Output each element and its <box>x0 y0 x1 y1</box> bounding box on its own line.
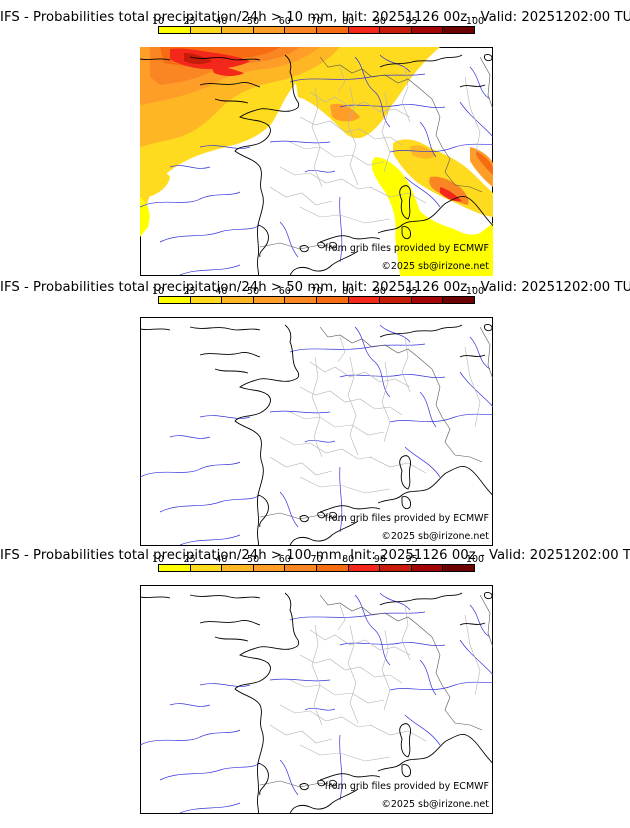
colorbar-tick-label: 100 <box>465 286 485 297</box>
colorbar-swatch <box>253 27 286 33</box>
colorbar-swatch <box>380 297 412 303</box>
panel-3: IFS - Probabilities total precipitation/… <box>0 538 630 814</box>
colorbar-swatch <box>348 565 381 571</box>
forecast-map: from grib files provided by ECMWF ©2025 … <box>140 47 493 276</box>
colorbar-swatch <box>253 565 286 571</box>
copyright-credit: ©2025 sb@irizone.net <box>381 531 489 542</box>
colorbar-tick-label: 90 <box>373 16 386 27</box>
colorbar-swatches <box>158 564 475 572</box>
colorbar-tick-label: 95 <box>405 16 418 27</box>
colorbar-tick-label: 50 <box>247 16 260 27</box>
colorbar-swatch <box>348 27 381 33</box>
colorbar-swatch <box>380 565 412 571</box>
colorbar-tick-label: 70 <box>310 16 323 27</box>
colorbar-swatch <box>285 297 317 303</box>
colorbar-swatch <box>316 297 349 303</box>
colorbar-tick-label: 25 <box>183 286 196 297</box>
colorbar-swatch <box>159 297 191 303</box>
colorbar-swatch <box>316 565 349 571</box>
colorbar-tick-label: 70 <box>310 286 323 297</box>
colorbar-swatch <box>316 27 349 33</box>
colorbar-tick-label: 70 <box>310 554 323 565</box>
colorbar-swatch <box>285 565 317 571</box>
colorbar-tick-label: 95 <box>405 286 418 297</box>
copyright-credit: ©2025 sb@irizone.net <box>381 261 489 272</box>
colorbar-tick-label: 10 <box>151 554 165 565</box>
colorbar-swatch <box>222 27 254 33</box>
colorbar-tick-label: 90 <box>373 554 386 565</box>
copyright-credit: ©2025 sb@irizone.net <box>381 799 489 810</box>
map-canvas <box>140 317 493 546</box>
colorbar-swatch <box>411 27 444 33</box>
colorbar-tick-label: 25 <box>183 16 196 27</box>
colorbar-tick-label: 40 <box>215 554 228 565</box>
colorbar-swatch <box>222 565 254 571</box>
colorbar-swatch <box>443 565 474 571</box>
source-credit: from grib files provided by ECMWF <box>324 243 489 254</box>
colorbar-tick-label: 60 <box>278 286 291 297</box>
panel-title: IFS - Probabilities total precipitation/… <box>0 280 630 295</box>
colorbar-tick-label: 60 <box>278 554 291 565</box>
colorbar-tick-label: 95 <box>405 554 418 565</box>
colorbar-swatch <box>159 565 191 571</box>
colorbar-tick-label: 90 <box>373 286 386 297</box>
colorbar-tick-label: 10 <box>151 286 165 297</box>
panel-title: IFS - Probabilities total precipitation/… <box>0 548 630 563</box>
colorbar-tick-label: 80 <box>342 16 355 27</box>
colorbar-tick-label: 100 <box>465 554 485 565</box>
colorbar-swatch <box>380 27 412 33</box>
colorbar-tick-label: 80 <box>342 286 355 297</box>
colorbar-swatch <box>285 27 317 33</box>
colorbar-tick-label: 60 <box>278 16 291 27</box>
forecast-map: from grib files provided by ECMWF ©2025 … <box>140 585 493 814</box>
colorbar-swatch <box>190 565 223 571</box>
colorbar-tick-label: 50 <box>247 286 260 297</box>
colorbar-swatch <box>411 297 444 303</box>
map-canvas <box>140 47 493 276</box>
panel-title: IFS - Probabilities total precipitation/… <box>0 10 630 25</box>
panel-1: IFS - Probabilities total precipitation/… <box>0 0 630 276</box>
colorbar-tick-label: 10 <box>151 16 165 27</box>
colorbar-swatch <box>443 27 474 33</box>
colorbar-swatches <box>158 26 475 34</box>
map-canvas <box>140 585 493 814</box>
source-credit: from grib files provided by ECMWF <box>324 513 489 524</box>
panel-2: IFS - Probabilities total precipitation/… <box>0 270 630 546</box>
colorbar-swatch <box>190 297 223 303</box>
colorbar-swatch <box>222 297 254 303</box>
colorbar-swatch <box>159 27 191 33</box>
colorbar-swatches <box>158 296 475 304</box>
source-credit: from grib files provided by ECMWF <box>324 781 489 792</box>
colorbar-tick-label: 40 <box>215 286 228 297</box>
colorbar-swatch <box>348 297 381 303</box>
colorbar-tick-label: 100 <box>465 16 485 27</box>
colorbar-swatch <box>411 565 444 571</box>
colorbar-tick-label: 25 <box>183 554 196 565</box>
forecast-map: from grib files provided by ECMWF ©2025 … <box>140 317 493 546</box>
colorbar-tick-label: 80 <box>342 554 355 565</box>
colorbar-swatch <box>190 27 223 33</box>
colorbar-tick-label: 50 <box>247 554 260 565</box>
colorbar-swatch <box>443 297 474 303</box>
colorbar-swatch <box>253 297 286 303</box>
colorbar-tick-label: 40 <box>215 16 228 27</box>
